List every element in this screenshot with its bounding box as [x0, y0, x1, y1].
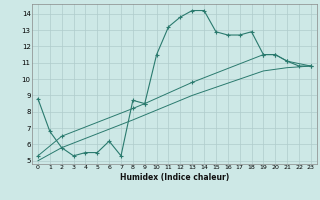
- X-axis label: Humidex (Indice chaleur): Humidex (Indice chaleur): [120, 173, 229, 182]
